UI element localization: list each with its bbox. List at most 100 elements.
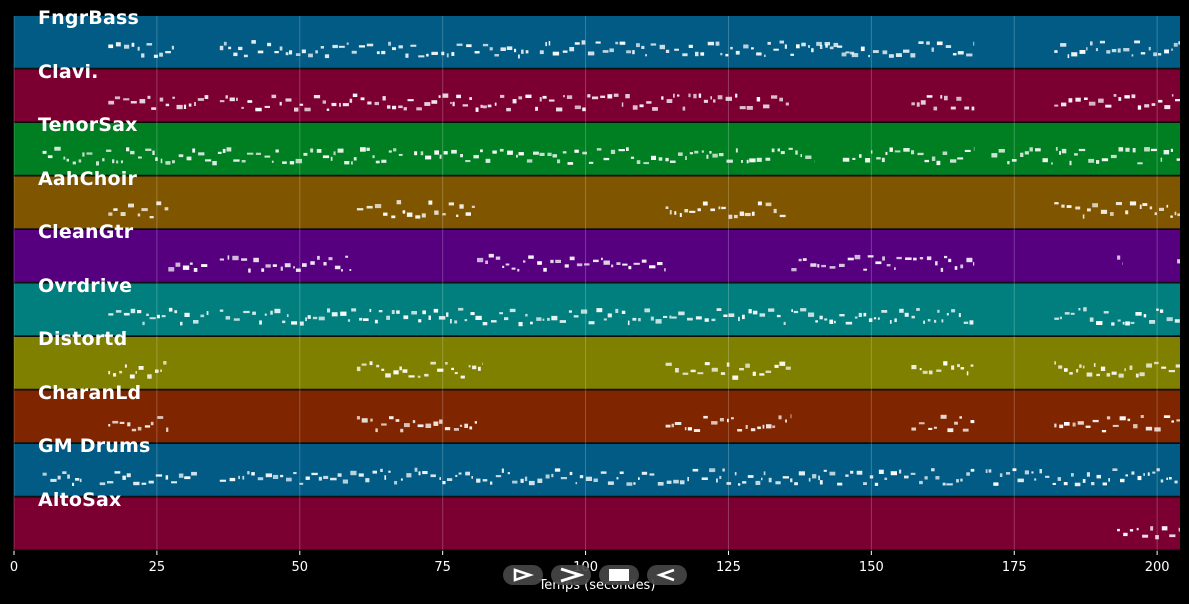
play-button[interactable] — [503, 565, 543, 585]
note — [556, 107, 563, 112]
note — [999, 473, 1003, 477]
note — [82, 152, 85, 157]
note — [1159, 309, 1164, 313]
note — [1150, 526, 1154, 531]
note — [1108, 478, 1110, 482]
note — [1070, 312, 1075, 315]
note — [363, 318, 369, 321]
note — [135, 371, 137, 374]
note — [863, 312, 867, 317]
note — [480, 104, 483, 108]
note — [72, 161, 76, 165]
note — [957, 364, 960, 368]
note — [453, 428, 459, 431]
note — [576, 263, 583, 267]
note — [993, 482, 999, 486]
rewind-button[interactable] — [647, 565, 687, 585]
note — [931, 468, 935, 472]
note — [418, 55, 425, 58]
note — [67, 474, 70, 479]
note — [442, 93, 449, 98]
note — [931, 47, 934, 52]
note — [399, 366, 402, 371]
note — [1155, 535, 1159, 540]
note — [743, 44, 749, 49]
stop-button[interactable] — [599, 565, 639, 585]
note — [632, 50, 635, 55]
note — [333, 151, 336, 156]
note — [1024, 470, 1029, 475]
note — [947, 428, 954, 433]
note — [1140, 52, 1146, 55]
note — [711, 318, 716, 322]
note — [403, 107, 407, 111]
note — [1140, 415, 1144, 418]
note — [337, 148, 344, 153]
note — [504, 317, 509, 321]
fast-forward-button[interactable] — [551, 565, 591, 585]
track-gm-drums — [14, 444, 1180, 498]
note — [584, 263, 590, 266]
note — [548, 99, 555, 102]
note — [1039, 469, 1042, 474]
note — [582, 151, 587, 155]
note — [756, 52, 762, 56]
note — [425, 155, 432, 160]
note — [757, 201, 762, 206]
note — [863, 482, 867, 485]
note — [469, 97, 472, 100]
note — [472, 365, 477, 370]
note — [374, 101, 379, 106]
note — [180, 321, 183, 326]
note — [539, 152, 545, 156]
note — [507, 472, 510, 475]
note — [985, 469, 988, 473]
note — [411, 311, 417, 315]
note — [130, 308, 136, 314]
note — [407, 99, 414, 102]
note — [1169, 534, 1176, 538]
note — [1118, 147, 1124, 152]
note — [482, 105, 487, 109]
note — [665, 206, 669, 209]
note — [280, 266, 283, 271]
note — [1160, 157, 1163, 162]
note — [345, 255, 349, 258]
track-aahchoir — [14, 176, 1180, 230]
note — [1035, 148, 1041, 152]
note — [184, 312, 190, 317]
note — [1067, 54, 1070, 59]
note — [156, 201, 162, 206]
note — [339, 103, 341, 107]
note — [700, 52, 705, 56]
track-notes — [42, 146, 1180, 166]
track-notes — [168, 253, 1180, 273]
note — [778, 415, 782, 420]
note — [444, 427, 451, 431]
note — [735, 93, 738, 98]
note — [800, 154, 802, 158]
note — [904, 312, 909, 317]
note — [304, 107, 311, 112]
note — [889, 320, 892, 324]
note — [943, 361, 948, 366]
note — [327, 308, 331, 313]
note — [324, 54, 330, 59]
note — [657, 262, 663, 266]
note — [141, 208, 148, 212]
note — [382, 96, 386, 101]
note — [233, 318, 240, 321]
track-notes — [108, 200, 1180, 219]
note — [361, 363, 367, 366]
note — [1146, 363, 1152, 368]
note — [651, 155, 656, 160]
note — [870, 150, 873, 154]
note — [926, 41, 930, 45]
note — [434, 150, 439, 155]
note — [966, 371, 969, 376]
track-label: CleanGtr — [38, 221, 134, 243]
note — [165, 51, 171, 54]
note — [119, 421, 125, 424]
note — [238, 475, 240, 480]
note — [744, 212, 751, 217]
